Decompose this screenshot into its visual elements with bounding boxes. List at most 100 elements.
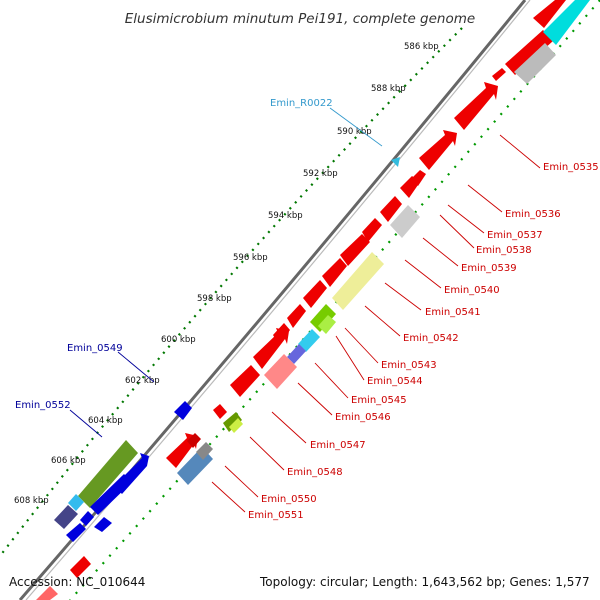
gene-label[interactable]: Emin_0544: [367, 376, 423, 387]
red-gene-labels: Emin_0535 Emin_0536 Emin_0537 Emin_0538 …: [248, 162, 599, 521]
backbone-ring: [18, 0, 527, 600]
gene-label[interactable]: Emin_0538: [476, 245, 532, 256]
feature-block: [514, 43, 556, 84]
leader-line: [211, 481, 246, 513]
tick-label: 604 kbp: [88, 416, 123, 426]
tick-label: 606 kbp: [51, 456, 86, 466]
gene-feature[interactable]: [253, 328, 289, 369]
gene-feature[interactable]: [303, 280, 327, 308]
leader-line: [439, 214, 475, 249]
leader-line: [422, 237, 459, 267]
tick-label: 588 kbp: [371, 84, 406, 94]
leader-line: [404, 259, 442, 289]
feature-block: [78, 440, 138, 508]
feature-block: [68, 494, 84, 511]
tick-label: 602 kbp: [125, 376, 160, 386]
map-title: Elusimicrobium minutum Pei191, complete …: [125, 11, 475, 27]
inner-features: [177, 0, 590, 485]
gene-label[interactable]: Emin_0543: [381, 360, 437, 371]
gene-feature[interactable]: [287, 304, 306, 328]
leader-line: [344, 327, 379, 364]
gene-label[interactable]: Emin_0550: [261, 494, 317, 505]
gene-feature[interactable]: [505, 30, 553, 75]
red-leader-lines: [211, 134, 541, 513]
feature-block: [310, 304, 336, 332]
tick-label: 608 kbp: [14, 496, 49, 506]
gene-feature[interactable]: [230, 365, 260, 397]
feature-block: [229, 418, 243, 433]
leader-line: [297, 382, 333, 416]
feature-block: [318, 315, 336, 334]
gene-feature[interactable]: [187, 433, 201, 448]
tick-label: 596 kbp: [233, 253, 268, 263]
leader-line: [384, 282, 422, 311]
gene-label[interactable]: Emin_0546: [335, 412, 391, 423]
tick-label: 598 kbp: [197, 294, 232, 304]
gene-label[interactable]: Emin_0545: [351, 395, 407, 406]
feature-block: [287, 344, 306, 364]
gene-label[interactable]: Emin_0542: [403, 333, 459, 344]
leader-line: [447, 204, 485, 234]
forward-genes: [36, 0, 566, 600]
gene-label[interactable]: Emin_0541: [425, 307, 481, 318]
feature-block: [332, 252, 384, 310]
feature-block: [223, 412, 242, 432]
gene-feature[interactable]: [66, 523, 86, 542]
gene-feature[interactable]: [454, 82, 498, 130]
feature-block: [54, 505, 78, 529]
gene-feature[interactable]: [340, 234, 370, 266]
gene-label[interactable]: Emin_R0022: [270, 98, 333, 109]
leader-line: [314, 362, 349, 399]
reverse-genes: [54, 401, 192, 542]
genome-summary-text: Topology: circular; Length: 1,643,562 bp…: [259, 575, 590, 589]
tick-label: 594 kbp: [268, 211, 303, 221]
gene-feature[interactable]: [492, 68, 506, 81]
gene-label[interactable]: Emin_0551: [248, 510, 304, 521]
gene-label[interactable]: Emin_0552: [15, 400, 71, 411]
gene-feature[interactable]: [412, 170, 426, 186]
gene-label[interactable]: Emin_0548: [287, 467, 343, 478]
gene-label[interactable]: Emin_0536: [505, 209, 561, 220]
gene-label[interactable]: Emin_0547: [310, 440, 366, 451]
gene-feature[interactable]: [322, 258, 347, 287]
gene-feature[interactable]: [70, 556, 91, 578]
gene-label[interactable]: Emin_0540: [444, 285, 500, 296]
gene-feature[interactable]: [94, 517, 112, 532]
rna-leader-line: [329, 107, 383, 147]
feature-block: [390, 205, 420, 238]
gene-label[interactable]: Emin_0549: [67, 343, 123, 354]
tick-label: 586 kbp: [404, 42, 439, 52]
gene-feature[interactable]: [362, 218, 382, 242]
feature-block: [196, 442, 213, 460]
gene-label[interactable]: Emin_0535: [543, 162, 599, 173]
outer-dotted-ring: [0, 27, 463, 557]
gene-label[interactable]: Emin_0539: [461, 263, 517, 274]
backbone-highlight: [25, 0, 531, 600]
tick-label: 592 kbp: [303, 169, 338, 179]
gene-feature[interactable]: [80, 511, 94, 526]
gene-feature[interactable]: [419, 130, 457, 170]
leader-line: [335, 335, 365, 381]
feature-block: [543, 0, 590, 45]
tick-label: 590 kbp: [337, 127, 372, 137]
feature-block: [264, 354, 297, 389]
blue-leader-line: [117, 351, 155, 383]
leader-line: [467, 184, 503, 213]
gene-feature[interactable]: [533, 0, 566, 28]
leader-line: [271, 411, 307, 444]
gene-label[interactable]: Emin_0537: [487, 230, 543, 241]
leader-line: [224, 465, 259, 498]
gene-feature[interactable]: [114, 453, 149, 494]
gene-feature[interactable]: [174, 401, 192, 420]
leader-line: [364, 305, 401, 337]
gene-feature[interactable]: [380, 196, 402, 222]
feature-block: [298, 329, 320, 352]
accession-text: Accession: NC_010644: [9, 575, 145, 589]
blue-leader-line: [69, 409, 103, 438]
tick-label: 600 kbp: [161, 335, 196, 345]
rna-marker[interactable]: [391, 157, 400, 167]
gene-feature[interactable]: [213, 404, 227, 419]
gene-feature[interactable]: [36, 586, 58, 600]
